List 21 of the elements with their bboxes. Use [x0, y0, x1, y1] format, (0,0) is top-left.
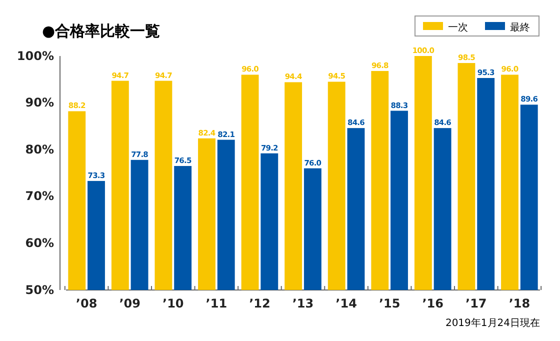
legend-label: 一次 [448, 22, 468, 34]
y-tick-label: 100% [16, 48, 54, 63]
x-tick-label: ’08 [76, 296, 98, 311]
x-tick-label: ’16 [422, 296, 444, 311]
text: 2019年1月24日現在 [445, 317, 540, 329]
x-tick-label: ’17 [466, 296, 487, 311]
legend-label: 最終 [510, 22, 530, 34]
y-tick-label: 90% [25, 96, 54, 110]
x-tick-label: ’12 [249, 296, 270, 311]
x-tick-label: ’14 [336, 296, 357, 311]
x-tick-label: ’11 [206, 296, 228, 311]
y-tick-label: 80% [25, 142, 54, 156]
x-tick-label: ’09 [119, 296, 140, 311]
x-tick-label: ’10 [162, 296, 184, 311]
y-tick-label: 60% [25, 236, 54, 250]
y-tick-label: 70% [25, 189, 54, 204]
x-tick-label: ’13 [292, 296, 314, 311]
x-tick-label: ’15 [378, 296, 400, 311]
y-tick-label: 50% [25, 282, 54, 297]
x-tick-label: ’18 [508, 296, 530, 311]
chart-title: ●合格率比較一覧 [42, 22, 160, 40]
